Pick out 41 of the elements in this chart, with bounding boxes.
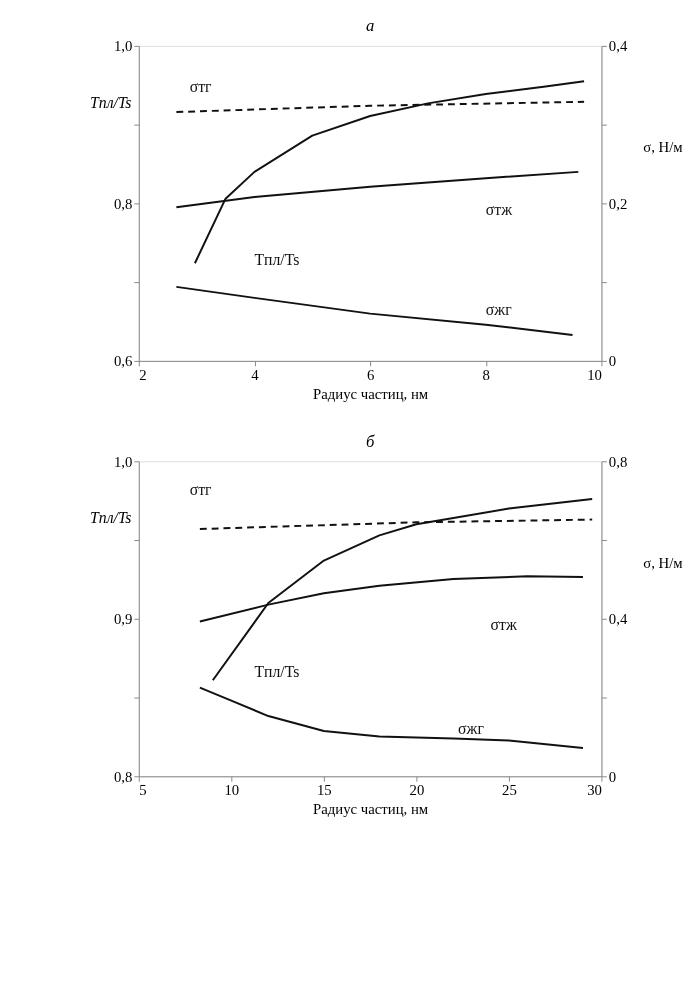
x-tick-label: 20	[409, 782, 425, 799]
y-tick-label: 0,9	[113, 611, 133, 628]
y2-tick-label: 0,4	[608, 611, 628, 628]
annotation: σтж	[485, 200, 513, 218]
chart-title: б	[365, 431, 375, 451]
x-tick-label: 25	[502, 782, 517, 799]
annotation: σтг	[189, 480, 213, 498]
y-axis-title: Tпл/Ts	[90, 94, 132, 111]
x-tick-label: 15	[316, 782, 332, 799]
y2-tick-label: 0	[608, 353, 617, 370]
annotation: σтг	[189, 77, 213, 95]
annotation: σжг	[458, 719, 485, 737]
y2-axis-title: σ, Н/м	[643, 139, 683, 156]
x-axis-title: Радиус частиц, нм	[313, 385, 429, 402]
annotation: σжг	[485, 301, 513, 319]
line-series	[198, 686, 584, 749]
chart-title: а	[365, 16, 375, 36]
x-axis-title: Радиус частиц, нм	[313, 801, 429, 818]
y-tick-label: 1,0	[113, 453, 133, 470]
y-tick-label: 0,8	[113, 195, 133, 212]
x-tick-label: 10	[224, 782, 240, 799]
x-tick-label: 2	[139, 367, 147, 384]
y2-axis-title: σ, Н/м	[643, 554, 683, 571]
y2-tick-label: 0,4	[608, 38, 628, 55]
x-tick-label: 30	[587, 782, 602, 799]
y2-tick-label: 0,8	[608, 453, 628, 470]
x-tick-label: 4	[251, 367, 260, 384]
y-tick-label: 0,6	[113, 353, 133, 370]
annotation: Tпл/Ts	[254, 663, 300, 681]
y2-tick-label: 0,2	[608, 195, 628, 212]
y-tick-label: 1,0	[113, 38, 133, 55]
line-series	[175, 285, 574, 336]
x-tick-label: 10	[587, 367, 602, 384]
x-tick-label: 8	[482, 367, 490, 384]
annotation: Tпл/Ts	[254, 251, 300, 269]
x-tick-label: 6	[366, 367, 375, 384]
x-tick-label: 5	[139, 782, 147, 799]
annotation: σтж	[490, 616, 517, 634]
y-tick-label: 0,8	[113, 768, 133, 785]
y2-tick-label: 0	[608, 768, 617, 785]
y-axis-title: Tпл/Ts	[90, 509, 132, 527]
